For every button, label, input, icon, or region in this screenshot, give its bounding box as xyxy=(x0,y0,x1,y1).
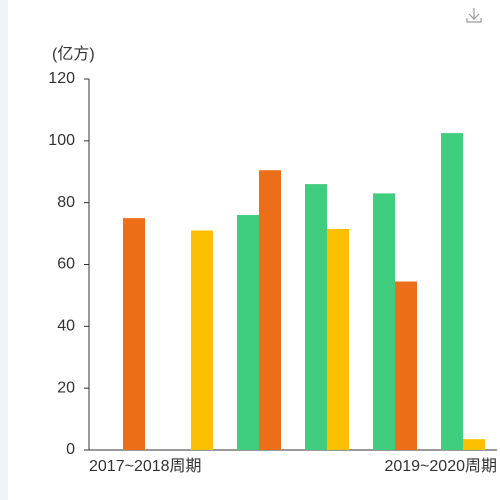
bar xyxy=(123,218,145,450)
y-tick-label: 120 xyxy=(48,70,75,87)
y-tick-label: 80 xyxy=(57,194,75,211)
bar xyxy=(327,228,349,450)
side-strip xyxy=(0,0,8,500)
x-tick-label: 2017~2018周期 xyxy=(89,457,202,475)
bar xyxy=(191,230,213,450)
download-icon[interactable] xyxy=(466,8,482,23)
bar xyxy=(463,439,485,450)
bar xyxy=(305,184,327,450)
y-axis-label: (亿方) xyxy=(52,45,95,63)
bar xyxy=(395,281,417,450)
download-glyph xyxy=(466,8,482,23)
bar xyxy=(373,193,395,450)
y-tick-label: 40 xyxy=(57,318,75,335)
bar xyxy=(441,133,463,450)
bar xyxy=(237,215,259,450)
y-tick-label: 20 xyxy=(57,379,75,396)
y-tick-label: 100 xyxy=(48,132,75,149)
x-tick-label: 2019~2020周期 xyxy=(384,457,497,475)
y-tick-label: 60 xyxy=(57,256,75,273)
y-tick-label: 0 xyxy=(66,441,75,458)
bar xyxy=(259,170,281,450)
